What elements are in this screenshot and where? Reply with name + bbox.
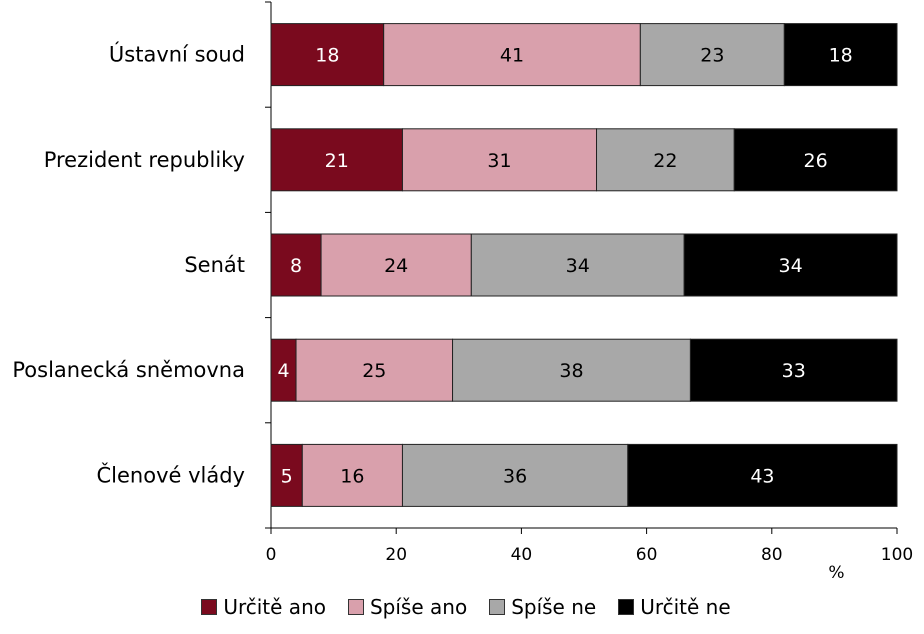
legend-label: Spíše ne: [511, 595, 597, 619]
bar-segment: [733, 128, 898, 192]
legend-swatch: [347, 599, 364, 615]
bar-segment: [639, 23, 785, 87]
legend-label: Spíše ano: [369, 595, 468, 619]
category-label: Členové vlády: [97, 462, 246, 487]
data-label: 36: [503, 465, 527, 487]
legend-item: Spíše ne: [481, 595, 596, 619]
data-label: 31: [487, 150, 511, 172]
bar-segment: [270, 23, 385, 87]
bar-segment: [470, 233, 685, 297]
legend-item: Určitě ne: [610, 595, 731, 619]
legend: Určitě ano Spíše ano Spíše ne Určitě ne: [0, 590, 924, 624]
data-label: 41: [500, 45, 524, 67]
category-label: Prezident republiky: [44, 148, 245, 172]
data-label: 23: [700, 45, 724, 67]
category-label: Poslanecká sněmovna: [12, 358, 245, 382]
data-label: 25: [362, 360, 386, 382]
legend-swatch: [618, 599, 635, 615]
bar-segment: [383, 23, 641, 87]
bar-segment: [401, 128, 598, 192]
legend-label: Určitě ano: [223, 595, 326, 619]
data-label: 43: [750, 465, 774, 487]
x-tick-label: 80: [761, 545, 783, 565]
bar-segment: [627, 443, 898, 507]
data-label: 34: [566, 255, 590, 277]
bar-segment: [295, 338, 454, 402]
x-tick-label: 60: [636, 545, 658, 565]
legend-item: Určitě ano: [193, 595, 326, 619]
data-label: 8: [290, 255, 302, 277]
legend-swatch: [201, 599, 218, 615]
category-label: Ústavní soud: [109, 42, 245, 67]
bar-segment: [270, 338, 297, 402]
category-label: Senát: [184, 253, 245, 277]
data-label: 5: [281, 465, 293, 487]
legend-item: Spíše ano: [340, 595, 467, 619]
data-label: 33: [782, 360, 806, 382]
bar-segment: [301, 443, 403, 507]
legend-swatch: [489, 599, 506, 615]
bar-segment: [452, 338, 691, 402]
bar-segment: [683, 233, 898, 297]
bar-segment: [783, 23, 898, 87]
x-tick-label: 0: [266, 545, 277, 565]
chart-svg: Ústavní soud 18 41 23 18 Prezident republiky 2…: [12, 1, 913, 583]
data-label: 24: [384, 255, 408, 277]
data-label: 38: [559, 360, 583, 382]
legend-label: Určitě ne: [640, 595, 731, 619]
x-tick-label: 100: [881, 545, 913, 565]
data-label: 22: [653, 150, 677, 172]
x-tick-label: 20: [385, 545, 407, 565]
data-label: 4: [277, 360, 289, 382]
data-label: 16: [340, 465, 364, 487]
x-tick-label: 40: [511, 545, 533, 565]
bar-segment: [270, 443, 303, 507]
data-label: 18: [829, 45, 853, 67]
bar-segment: [270, 233, 322, 297]
data-label: 34: [778, 255, 802, 277]
bar-segment: [401, 443, 629, 507]
data-label: 26: [804, 150, 828, 172]
data-label: 18: [315, 45, 339, 67]
bar-segment: [596, 128, 735, 192]
data-label: 21: [325, 150, 349, 172]
bar-segment: [689, 338, 898, 402]
x-unit-label: %: [828, 563, 844, 583]
